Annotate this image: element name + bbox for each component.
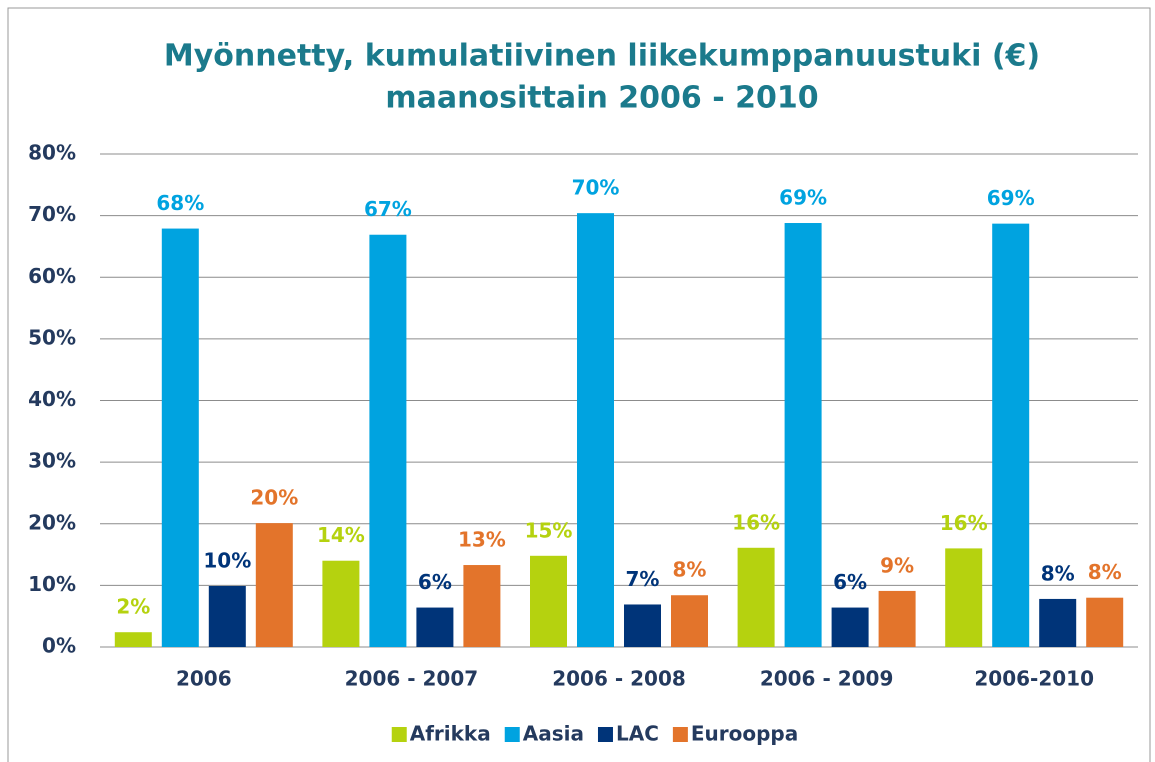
bar xyxy=(416,607,454,647)
data-label: 67% xyxy=(364,197,412,221)
x-tick-label: 2006-2010 xyxy=(974,667,1094,691)
bar xyxy=(784,223,822,647)
bar xyxy=(1039,598,1077,647)
legend-label: Afrikka xyxy=(410,722,491,746)
bar xyxy=(624,604,661,647)
data-label: 16% xyxy=(940,511,988,535)
bar xyxy=(114,632,152,647)
bar xyxy=(208,585,246,647)
legend-swatch xyxy=(504,727,520,742)
data-label: 8% xyxy=(673,558,707,582)
bar xyxy=(161,228,199,647)
bar xyxy=(463,565,501,647)
x-tick-label: 2006 - 2008 xyxy=(552,667,686,691)
data-label: 16% xyxy=(732,510,780,534)
y-tick-label: 20% xyxy=(28,510,76,534)
y-tick-label: 80% xyxy=(28,141,76,165)
bar xyxy=(577,213,614,647)
legend-swatch xyxy=(597,727,613,742)
data-label: 7% xyxy=(626,567,660,591)
data-label: 6% xyxy=(418,570,452,594)
legend-swatch xyxy=(391,727,407,742)
x-tick-label: 2006 xyxy=(176,667,232,691)
legend-label: LAC xyxy=(616,722,659,746)
chart-title: maanosittain 2006 - 2010 xyxy=(385,81,818,116)
chart-title: Myönnetty, kumulatiivinen liikekumppanuu… xyxy=(164,39,1040,74)
chart-border xyxy=(7,7,1151,762)
y-tick-label: 40% xyxy=(28,387,76,411)
data-label: 8% xyxy=(1088,560,1122,584)
data-label: 10% xyxy=(203,548,251,572)
bar xyxy=(992,223,1030,648)
bar xyxy=(737,547,775,647)
y-tick-label: 50% xyxy=(28,325,76,349)
legend-swatch xyxy=(672,727,688,742)
bar xyxy=(322,560,360,647)
data-label: 70% xyxy=(572,176,620,200)
data-label: 69% xyxy=(779,186,827,210)
bar xyxy=(878,590,916,647)
bar xyxy=(831,607,869,647)
data-label: 8% xyxy=(1041,561,1075,585)
bar xyxy=(530,555,567,647)
data-label: 2% xyxy=(116,595,150,619)
data-label: 69% xyxy=(987,186,1035,210)
y-tick-label: 70% xyxy=(28,202,76,226)
y-tick-label: 0% xyxy=(42,634,76,658)
bar xyxy=(255,523,293,647)
x-tick-label: 2006 - 2009 xyxy=(760,667,894,691)
data-label: 6% xyxy=(833,570,867,594)
data-label: 68% xyxy=(156,191,204,215)
data-label: 15% xyxy=(525,518,573,542)
legend-label: Aasia xyxy=(523,722,584,746)
y-tick-label: 60% xyxy=(28,264,76,288)
legend-label: Eurooppa xyxy=(691,722,798,746)
x-tick-label: 2006 - 2007 xyxy=(345,667,479,691)
bar xyxy=(1086,597,1124,647)
y-tick-label: 10% xyxy=(28,572,76,596)
data-label: 9% xyxy=(880,553,914,577)
bar xyxy=(671,595,708,647)
data-label: 13% xyxy=(458,528,506,552)
y-tick-label: 30% xyxy=(28,449,76,473)
data-label: 20% xyxy=(250,486,298,510)
data-label: 14% xyxy=(317,523,365,547)
bar xyxy=(945,548,983,647)
bar xyxy=(369,234,407,647)
